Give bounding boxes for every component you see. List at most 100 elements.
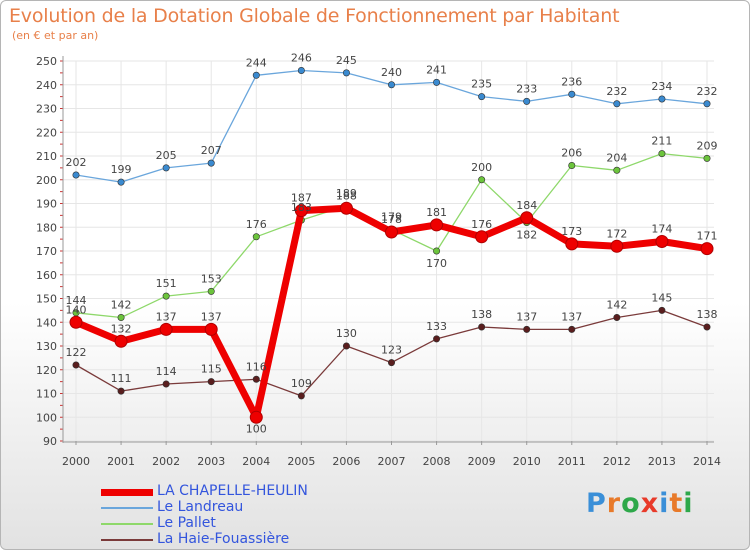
data-point-le-landreau xyxy=(703,100,711,108)
x-tick-label: 2005 xyxy=(287,455,315,468)
data-label-la-chapelle-heulin: 188 xyxy=(336,189,357,202)
legend-label: La Haie-Fouassière xyxy=(157,531,290,547)
data-label-la-chapelle-heulin: 184 xyxy=(516,199,537,212)
data-point-la-chapelle-heulin xyxy=(385,225,398,239)
data-label-le-landreau: 235 xyxy=(471,78,492,91)
logo-letter: o xyxy=(621,488,641,519)
legend-label: LA CHAPELLE-HEULIN xyxy=(157,483,308,499)
data-point-la-haie-fouassi-re xyxy=(478,323,486,331)
data-label-le-landreau: 240 xyxy=(381,66,402,79)
x-tick-label: 2008 xyxy=(423,455,451,468)
y-tick-label: 220 xyxy=(36,126,57,139)
data-label-le-landreau: 244 xyxy=(246,56,267,69)
y-tick-label: 210 xyxy=(36,150,57,163)
data-label-la-haie-fouassi-re: 145 xyxy=(651,291,672,304)
data-point-la-chapelle-heulin xyxy=(430,218,444,232)
data-label-la-haie-fouassi-re: 115 xyxy=(201,363,222,376)
grid-lines xyxy=(63,60,714,442)
legend-swatch xyxy=(101,539,153,541)
data-label-la-haie-fouassi-re: 130 xyxy=(336,327,357,340)
data-label-le-landreau: 245 xyxy=(336,54,357,67)
data-point-la-chapelle-heulin xyxy=(159,322,173,336)
data-point-la-haie-fouassi-re xyxy=(568,325,576,333)
logo-letter: P xyxy=(586,488,607,519)
data-point-le-landreau xyxy=(72,171,80,179)
data-label-la-haie-fouassi-re: 138 xyxy=(697,308,718,321)
data-point-le-pallet xyxy=(207,287,215,295)
data-point-la-haie-fouassi-re xyxy=(387,359,395,367)
data-point-la-haie-fouassi-re xyxy=(703,323,711,331)
y-tick-label: 230 xyxy=(36,103,57,116)
data-point-le-landreau xyxy=(342,69,350,77)
data-point-le-landreau xyxy=(658,95,666,103)
data-label-le-pallet: 183 xyxy=(291,201,312,214)
data-label-le-pallet: 151 xyxy=(156,277,177,290)
data-label-la-haie-fouassi-re: 111 xyxy=(111,372,132,385)
data-label-le-landreau: 246 xyxy=(291,52,312,65)
data-point-la-haie-fouassi-re xyxy=(523,325,531,333)
data-point-le-landreau xyxy=(478,93,486,101)
y-tick-label: 90 xyxy=(43,435,57,448)
logo-letter: x xyxy=(640,488,660,519)
y-tick-label: 140 xyxy=(36,316,57,329)
logo-letter: r xyxy=(606,488,622,519)
y-tick-label: 170 xyxy=(36,245,57,258)
data-label-le-landreau: 232 xyxy=(697,85,718,98)
data-point-le-landreau xyxy=(297,67,305,75)
x-tick-label: 2013 xyxy=(648,455,676,468)
legend-swatch xyxy=(101,488,153,496)
logo-letter: i xyxy=(683,488,694,519)
data-point-le-landreau xyxy=(252,71,260,79)
data-label-la-haie-fouassi-re: 137 xyxy=(561,310,582,323)
data-label-le-pallet: 206 xyxy=(561,147,582,160)
data-point-la-chapelle-heulin xyxy=(204,322,218,336)
data-label-le-pallet: 200 xyxy=(471,161,492,174)
legend-label: Le Pallet xyxy=(157,515,216,531)
data-point-la-haie-fouassi-re xyxy=(613,313,621,321)
data-point-la-haie-fouassi-re xyxy=(433,335,441,343)
data-point-la-chapelle-heulin xyxy=(339,201,353,215)
data-label-la-haie-fouassi-re: 109 xyxy=(291,377,312,390)
x-tick-label: 2003 xyxy=(197,455,225,468)
data-label-la-chapelle-heulin: 174 xyxy=(651,223,672,236)
y-tick-label: 150 xyxy=(36,293,57,306)
y-tick-label: 240 xyxy=(36,79,57,92)
data-point-la-haie-fouassi-re xyxy=(297,392,305,400)
data-point-la-chapelle-heulin xyxy=(520,211,534,225)
data-point-la-chapelle-heulin xyxy=(114,334,128,348)
y-tick-label: 110 xyxy=(36,388,57,401)
data-point-le-pallet xyxy=(117,313,125,321)
x-tick-label: 2007 xyxy=(378,455,406,468)
y-tick-label: 180 xyxy=(36,221,57,234)
y-tick-label: 160 xyxy=(36,269,57,282)
x-tick-label: 2010 xyxy=(513,455,541,468)
data-label-le-landreau: 241 xyxy=(426,63,447,76)
data-point-le-pallet xyxy=(658,150,666,158)
data-point-la-chapelle-heulin xyxy=(700,242,714,256)
data-label-la-haie-fouassi-re: 138 xyxy=(471,308,492,321)
data-point-le-pallet xyxy=(568,162,576,170)
data-label-le-landreau: 207 xyxy=(201,144,222,157)
data-label-le-pallet: 189 xyxy=(336,187,357,200)
data-label-la-haie-fouassi-re: 137 xyxy=(516,310,537,323)
x-tick-label: 2002 xyxy=(152,455,180,468)
series-lines xyxy=(69,67,714,424)
data-point-le-landreau xyxy=(207,159,215,167)
data-point-le-landreau xyxy=(613,100,621,108)
data-point-le-pallet xyxy=(252,233,260,241)
y-tick-label: 130 xyxy=(36,340,57,353)
data-label-le-pallet: 182 xyxy=(516,229,537,242)
data-point-le-landreau xyxy=(387,81,395,89)
data-point-le-pallet xyxy=(478,176,486,184)
x-tick-label: 2006 xyxy=(332,455,360,468)
chart-title: Evolution de la Dotation Globale de Fonc… xyxy=(9,5,620,27)
data-point-la-chapelle-heulin xyxy=(294,204,308,218)
x-tick-label: 2011 xyxy=(558,455,586,468)
data-point-la-haie-fouassi-re xyxy=(252,375,260,383)
legend-swatch xyxy=(101,507,153,509)
chart-subtitle: (en € et par an) xyxy=(12,29,99,42)
data-label-le-pallet: 211 xyxy=(651,135,672,148)
data-label-le-landreau: 199 xyxy=(111,163,132,176)
data-label-le-landreau: 233 xyxy=(516,82,537,95)
data-label-la-haie-fouassi-re: 116 xyxy=(246,360,267,373)
